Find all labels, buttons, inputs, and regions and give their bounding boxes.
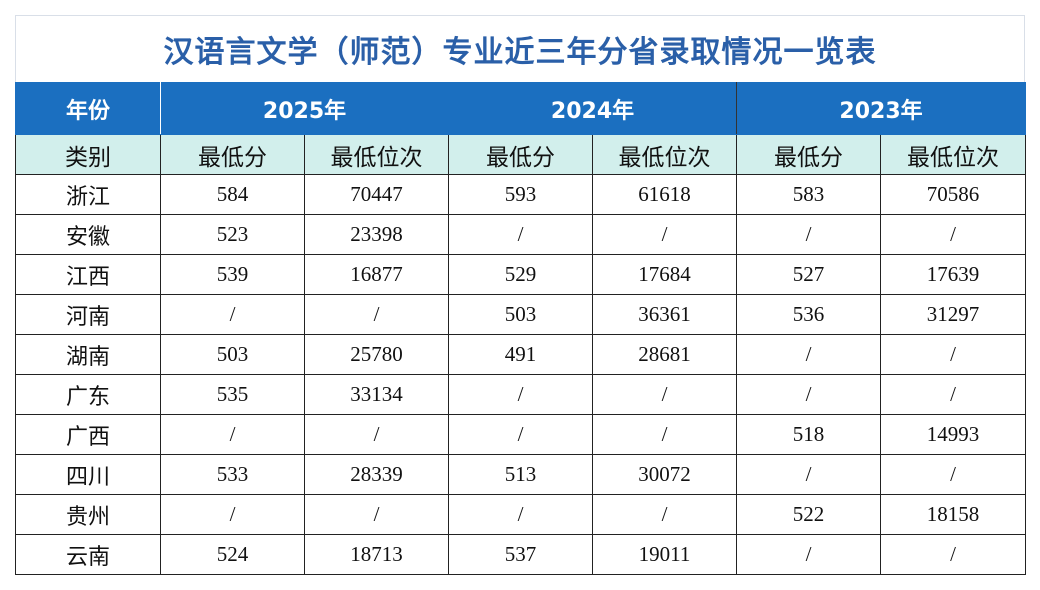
page-title: 汉语言文学（师范）专业近三年分省录取情况一览表 — [15, 15, 1025, 82]
min-rank-cell: 30072 — [592, 454, 738, 495]
admission-table: 年份 2025年 2024年 2023年 类别 最低分 最低位次 最低分 最低位… — [15, 82, 1027, 575]
min-rank-cell: / — [592, 494, 738, 535]
table-row: 广西 / / //518 14993 — [15, 414, 1027, 455]
min-score-cell: / — [448, 494, 594, 535]
province-cell: 浙江 — [15, 174, 161, 215]
province-cell: 湖南 — [15, 334, 161, 375]
min-score-cell: / — [448, 214, 594, 255]
min-rank-cell: / — [880, 454, 1027, 495]
min-score-cell: / — [160, 414, 305, 455]
min-rank-cell: 28681 — [592, 334, 738, 375]
year-2024-header: 2024年 — [448, 82, 738, 135]
min-rank-cell: 17684 — [592, 254, 738, 295]
min-score-cell: 491 — [448, 334, 594, 375]
min-score-cell: 523 — [160, 214, 305, 255]
min-rank-cell: / — [592, 214, 738, 255]
min-rank-cell: 70586 — [880, 174, 1027, 215]
min-rank-cell: 14993 — [880, 414, 1027, 455]
min-score-cell: / — [448, 374, 594, 415]
year-2023-header: 2023年 — [736, 82, 1027, 135]
min-rank-cell: 18713 — [303, 534, 450, 575]
min-rank-cell: 25780 — [303, 334, 450, 375]
min-rank-cell: 33134 — [303, 374, 450, 415]
min-rank-cell: 17639 — [880, 254, 1027, 295]
min-score-header: 最低分 — [160, 134, 305, 175]
min-score-cell: 593 — [448, 174, 594, 215]
table-row: 江西 539 16877 529 17684 527 17639 — [15, 254, 1027, 295]
province-cell: 江西 — [15, 254, 161, 295]
min-score-cell: / — [736, 534, 882, 575]
min-rank-header: 最低位次 — [303, 134, 450, 175]
min-rank-cell: 28339 — [303, 454, 450, 495]
min-rank-header: 最低位次 — [592, 134, 738, 175]
min-score-header: 最低分 — [736, 134, 882, 175]
min-rank-cell: / — [303, 294, 450, 335]
table-row: 安徽 523 23398// / / — [15, 214, 1027, 255]
table-frame: 汉语言文学（师范）专业近三年分省录取情况一览表 年份 2025年 2024年 2… — [15, 15, 1027, 575]
table-row: 湖南 503 25780 491 28681// — [15, 334, 1027, 375]
min-score-cell: / — [448, 414, 594, 455]
min-rank-header: 最低位次 — [880, 134, 1027, 175]
table-row: 贵州 / / //522 18158 — [15, 494, 1027, 535]
min-rank-cell: / — [880, 334, 1027, 375]
province-cell: 安徽 — [15, 214, 161, 255]
province-cell: 广东 — [15, 374, 161, 415]
min-score-cell: 503 — [448, 294, 594, 335]
table-row: 广东 535 33134// / / — [15, 374, 1027, 415]
min-rank-cell: / — [880, 214, 1027, 255]
min-score-header: 最低分 — [448, 134, 594, 175]
min-score-cell: 539 — [160, 254, 305, 295]
min-rank-cell: / — [592, 374, 738, 415]
min-score-cell: / — [160, 494, 305, 535]
min-score-cell: 529 — [448, 254, 594, 295]
province-cell: 广西 — [15, 414, 161, 455]
min-rank-cell: 18158 — [880, 494, 1027, 535]
min-score-cell: 536 — [736, 294, 882, 335]
min-score-cell: 524 — [160, 534, 305, 575]
min-score-cell: 584 — [160, 174, 305, 215]
min-rank-cell: / — [880, 374, 1027, 415]
min-score-cell: / — [736, 454, 882, 495]
min-score-cell: 583 — [736, 174, 882, 215]
province-cell: 贵州 — [15, 494, 161, 535]
min-rank-cell: 36361 — [592, 294, 738, 335]
table-row: 云南 524 18713 537 19011// — [15, 534, 1027, 575]
min-score-cell: / — [736, 214, 882, 255]
min-rank-cell: 61618 — [592, 174, 738, 215]
min-score-cell: 513 — [448, 454, 594, 495]
min-rank-cell: 70447 — [303, 174, 450, 215]
category-label-header: 类别 — [15, 134, 161, 175]
year-2025-header: 2025年 — [159, 82, 450, 135]
min-rank-cell: / — [303, 414, 450, 455]
min-score-cell: / — [736, 334, 882, 375]
province-cell: 河南 — [15, 294, 161, 335]
table-row: 四川 533 28339 513 30072// — [15, 454, 1027, 495]
min-rank-cell: 31297 — [880, 294, 1027, 335]
min-score-cell: 533 — [160, 454, 305, 495]
min-rank-cell: 23398 — [303, 214, 450, 255]
min-rank-cell: / — [592, 414, 738, 455]
min-score-cell: 518 — [736, 414, 882, 455]
min-score-cell: / — [160, 294, 305, 335]
table-row: 浙江 584 70447 593 61618 583 70586 — [15, 174, 1027, 215]
min-score-cell: 535 — [160, 374, 305, 415]
category-header-row: 类别 最低分 最低位次 最低分 最低位次 最低分 最低位次 — [15, 134, 1027, 175]
min-rank-cell: 19011 — [592, 534, 738, 575]
min-score-cell: 503 — [160, 334, 305, 375]
min-score-cell: 527 — [736, 254, 882, 295]
province-cell: 云南 — [15, 534, 161, 575]
table-row: 河南 //503 36361 536 31297 — [15, 294, 1027, 335]
table-body: 浙江 584 70447 593 61618 583 70586 安徽 523 23398// / /… — [15, 174, 1027, 575]
min-score-cell: 537 — [448, 534, 594, 575]
min-rank-cell: / — [303, 494, 450, 535]
province-cell: 四川 — [15, 454, 161, 495]
min-rank-cell: / — [880, 534, 1027, 575]
year-header-row: 年份 2025年 2024年 2023年 — [15, 82, 1027, 135]
year-label-header: 年份 — [15, 82, 161, 135]
min-score-cell: 522 — [736, 494, 882, 535]
min-score-cell: / — [736, 374, 882, 415]
min-rank-cell: 16877 — [303, 254, 450, 295]
